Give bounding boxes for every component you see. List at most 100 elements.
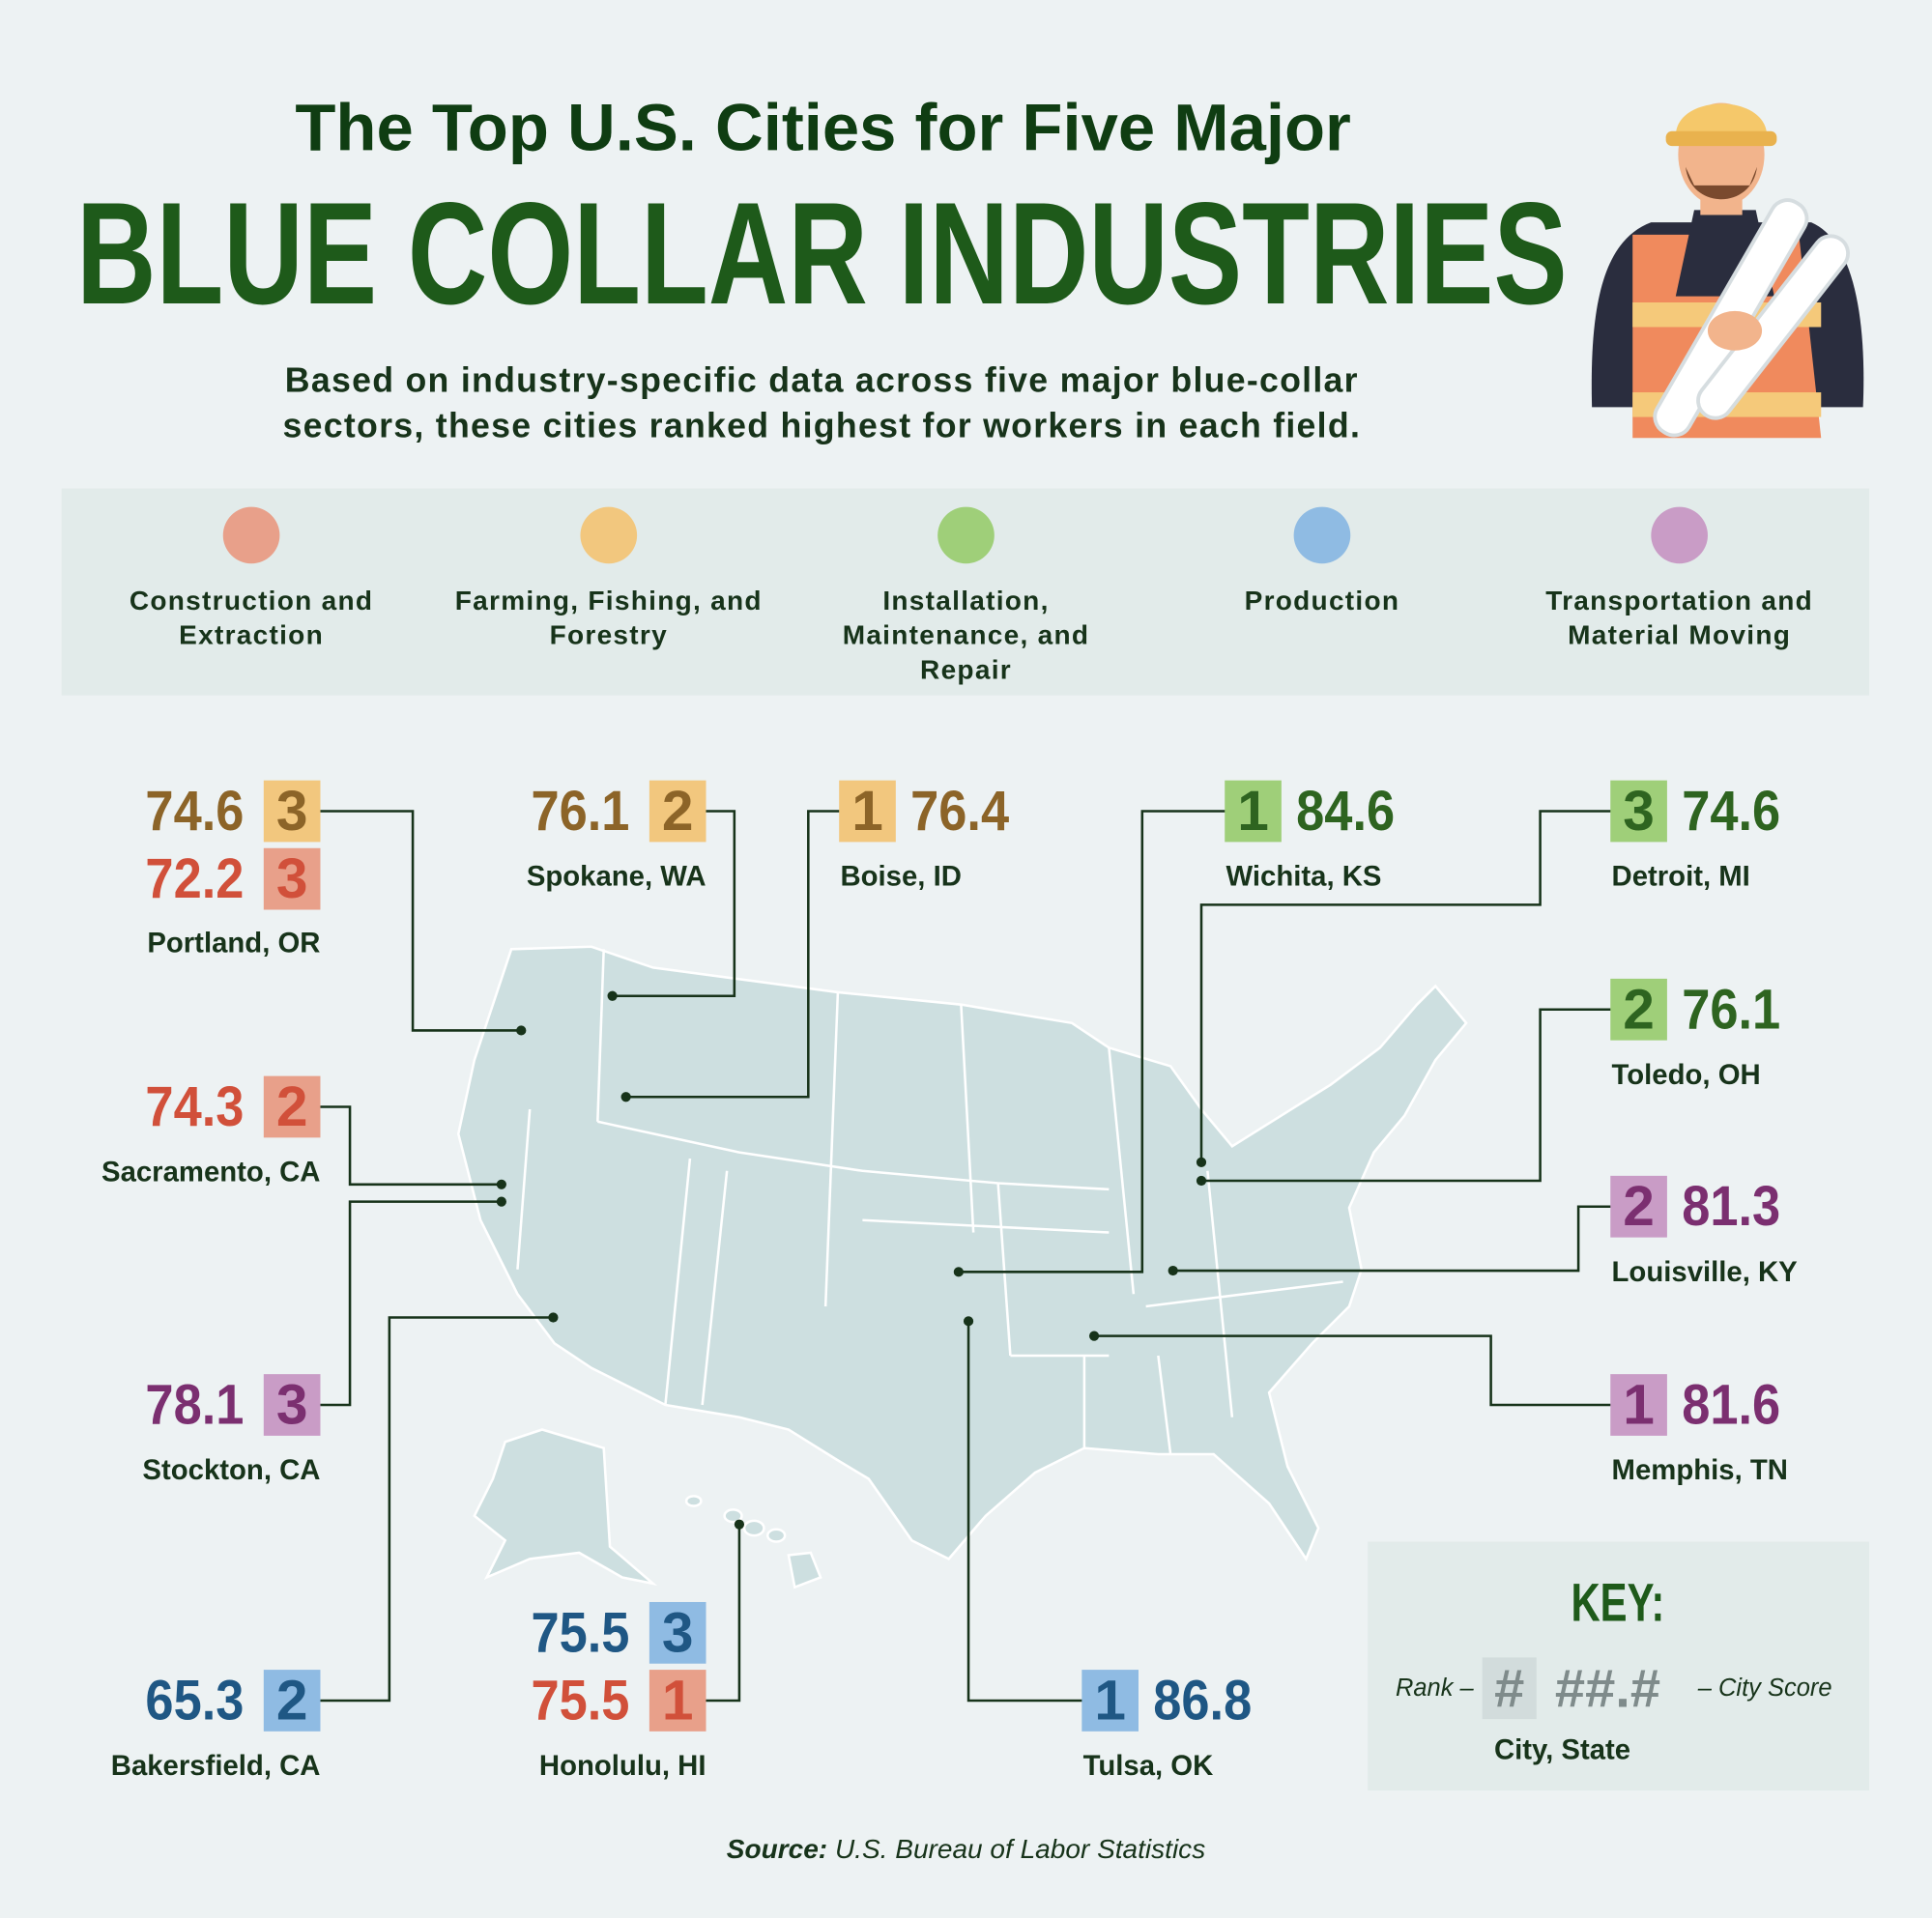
connector-line [612,810,736,998]
score: 75.5 [531,1669,629,1732]
score: 75.5 [531,1601,629,1664]
location-dot [548,1312,559,1323]
rank: 3 [1623,780,1655,843]
connector-line [1172,1205,1612,1273]
location-dot [607,990,618,1001]
legend: Construction and Extraction Farming, Fishi… [130,506,1813,684]
location-dot [953,1267,964,1277]
legend-label: Forestry [550,620,668,650]
legend-label: Construction and [130,586,373,615]
source-label: Source: [727,1833,827,1863]
connector-line [966,1321,1083,1703]
score: 74.6 [1682,780,1780,843]
key-city-label: City, State [1494,1733,1630,1765]
rank-badge [1610,1374,1667,1436]
city-name: Spokane, WA [527,861,706,893]
legend-swatch [1293,506,1351,564]
location-dot [734,1519,745,1530]
location-dot [1196,1157,1207,1167]
score: 76.4 [910,780,1009,843]
key-rank-symbol: # [1494,1658,1524,1719]
rank: 3 [276,1374,308,1437]
rank-badge [1610,780,1667,843]
rank: 2 [662,780,694,843]
location-dot [963,1316,974,1327]
rank-badge [1610,978,1667,1041]
city-name: Bakersfield, CA [111,1750,321,1782]
rank: 2 [276,1669,308,1732]
city-name: Memphis, TN [1612,1454,1788,1486]
source-text: U.S. Bureau of Labor Statistics [835,1833,1205,1863]
legend-label: Extraction [179,620,324,650]
legend-label: Production [1245,586,1400,615]
connector-line [320,1105,502,1187]
rank-badge [1081,1670,1139,1732]
key-rank-label: Rank – [1396,1675,1475,1702]
connector-line [625,810,841,1099]
score: 74.3 [145,1075,244,1138]
connector-line [1094,1334,1612,1407]
connector-line [705,1524,741,1703]
city-name: Honolulu, HI [539,1750,706,1782]
score: 86.8 [1153,1669,1252,1732]
rank: 2 [1623,1175,1655,1238]
rank: 1 [1623,1374,1655,1437]
city-name: Detroit, MI [1612,861,1750,893]
city-name: Toledo, OH [1612,1059,1761,1091]
connector-line [320,810,522,1032]
score: 72.2 [145,847,244,910]
rank-badge [263,1075,321,1138]
location-dot [620,1092,631,1102]
key-panel [1368,1541,1869,1791]
city-name: Portland, OR [147,927,320,959]
legend-label: Transportation and [1545,586,1813,615]
key-badge [1482,1657,1537,1720]
subtitle-line: Based on industry-specific data across f… [285,360,1359,399]
legend-swatch [937,506,995,564]
connector-line [320,1200,502,1407]
rank-badge [649,1670,706,1732]
worker-illustration [1591,102,1864,439]
location-dot [1168,1265,1178,1276]
city-name: Sacramento, CA [101,1157,320,1188]
score: 76.1 [1682,978,1780,1041]
rank: 1 [662,1669,694,1732]
subtitle-line: sectors, these cities ranked highest for… [283,406,1362,444]
rank-badge [263,780,321,843]
legend-label: Maintenance, and [843,620,1090,650]
connector-line [1199,810,1612,1162]
rank-badge [263,847,321,910]
connector-line [320,1316,554,1703]
rank-badge [263,1670,321,1732]
rank-badge [1610,1175,1667,1238]
rank: 1 [851,780,883,843]
rank: 1 [1094,1669,1126,1732]
rank: 2 [276,1075,308,1138]
rank-badge [263,1374,321,1436]
rank: 3 [276,847,308,910]
location-dot [1088,1331,1100,1341]
us-map [456,945,1468,1589]
legend-swatch [580,506,638,564]
legend-label: Installation, [882,586,1049,615]
score: 65.3 [145,1669,244,1732]
location-dot [1196,1175,1207,1187]
rank: 3 [276,780,308,843]
legend-swatch [1651,506,1708,564]
location-dot [496,1196,506,1207]
rank-badge [649,1601,706,1664]
source: Source: U.S. Bureau of Labor Statistics [727,1833,1205,1863]
rank-badge [839,780,896,843]
rank: 3 [662,1601,694,1664]
key-score-symbol: ##.# [1555,1658,1660,1719]
legend-label: Repair [920,654,1012,684]
key-score-label: – City Score [1697,1675,1832,1702]
rank-badge [1225,780,1282,843]
city-name: Wichita, KS [1226,861,1381,893]
score: 81.6 [1682,1374,1780,1437]
location-dot [516,1025,527,1036]
location-dot [496,1179,506,1189]
legend-swatch [222,506,280,564]
